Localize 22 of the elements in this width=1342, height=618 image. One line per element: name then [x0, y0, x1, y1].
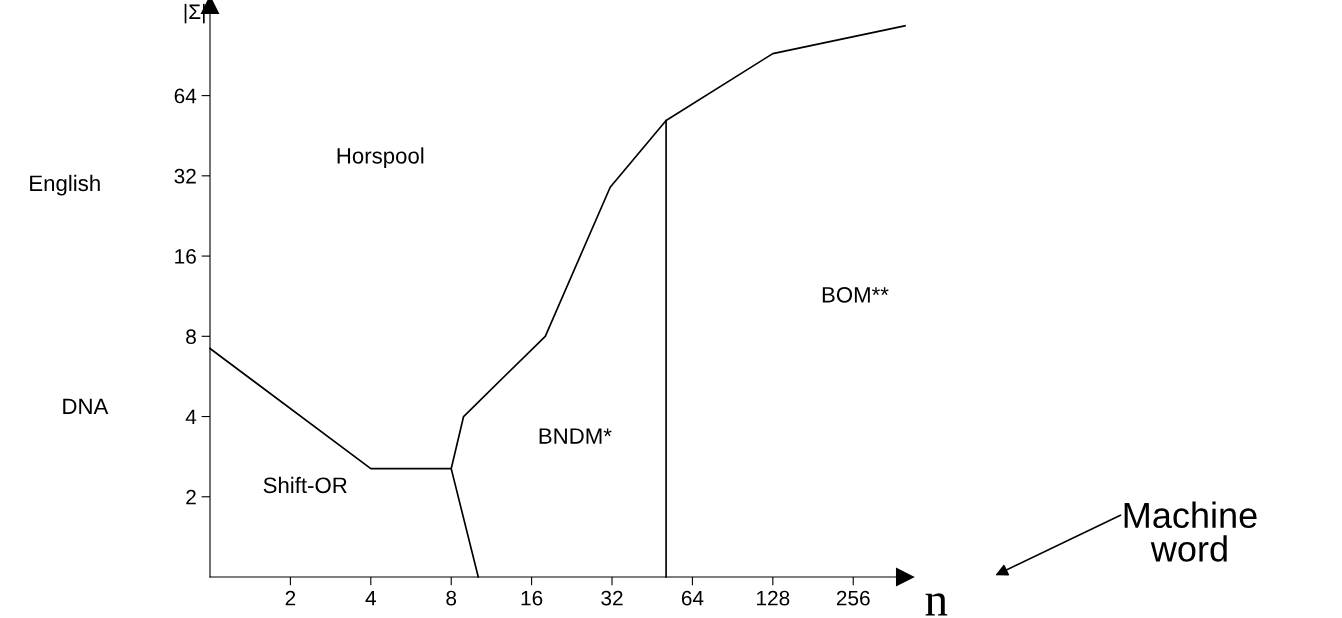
- x-tick-label: 128: [757, 590, 790, 606]
- annotation: BOM**: [822, 286, 889, 303]
- text: Machine word: [1124, 501, 1257, 562]
- x-tick-label: 8: [446, 590, 457, 606]
- y-tick-label: 2: [186, 489, 196, 505]
- annotation: Shift-OR: [263, 476, 347, 494]
- text: English: [30, 174, 100, 196]
- y-tick-label: 64: [174, 88, 197, 104]
- x-tick-label: 64: [681, 590, 704, 606]
- x-tick-label: 16: [521, 590, 543, 606]
- y-tick-label: 32: [174, 168, 196, 184]
- x-tick-label: 4: [365, 590, 376, 606]
- x-axis-title: n: [925, 593, 948, 616]
- text: DNA: [63, 398, 109, 415]
- x-tick-label: 2: [285, 590, 296, 606]
- annotation: Horspool: [337, 147, 424, 169]
- x-tick-label: 32: [601, 590, 623, 606]
- y-tick-label: 8: [186, 329, 196, 345]
- y-tick-label: 4: [185, 409, 197, 425]
- y-tick-label: 16: [175, 249, 196, 264]
- annotation: BNDM*: [539, 428, 612, 444]
- x-tick-label: 256: [836, 590, 870, 606]
